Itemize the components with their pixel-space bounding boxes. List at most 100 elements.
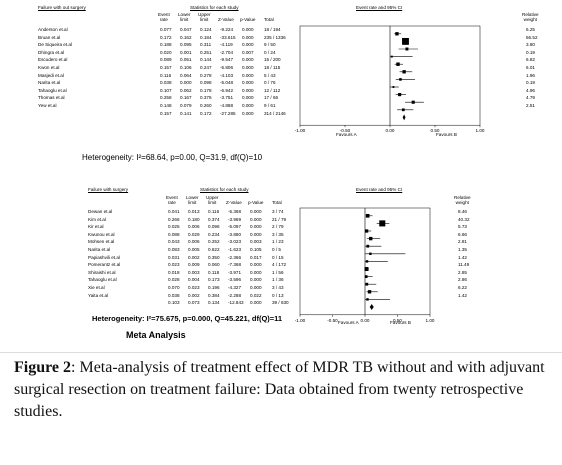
- pooled-lower: 0.141: [180, 110, 192, 116]
- study-p: 0.000: [242, 95, 254, 101]
- study-z: -3.751: [220, 95, 234, 101]
- study-total: 1 / 36: [272, 277, 284, 283]
- study-weight: 5.73: [458, 224, 467, 230]
- study-name: Yaita et.al: [88, 292, 109, 298]
- study-event: 0.116: [160, 72, 172, 78]
- study-lower: 0.079: [180, 103, 192, 108]
- study-lower: 0.029: [188, 231, 200, 237]
- study-event: 0.028: [168, 277, 180, 283]
- study-total: 18 / 115: [264, 65, 281, 70]
- point-estimate: [369, 236, 373, 241]
- study-upper: 0.384: [208, 292, 220, 298]
- point-estimate: [392, 86, 395, 88]
- study-total: 18 / 194: [264, 27, 281, 32]
- study-weight: 2.51: [526, 103, 535, 108]
- study-event: 0.188: [160, 42, 172, 48]
- study-row: De Siqueira et.al 0.188 0.095 0.311 -4.119 0.…: [0, 43, 560, 51]
- study-upper: 0.124: [200, 27, 212, 32]
- study-z: -5.048: [220, 80, 234, 86]
- col-event-header: Event rate: [158, 12, 170, 22]
- heterogeneity-2: Heterogeneity: I²=75.675, p=0.000, Q=45.…: [92, 314, 283, 323]
- study-p: 0.000: [242, 27, 254, 32]
- study-p: 0.000: [250, 269, 262, 275]
- study-upper: 0.098: [200, 80, 212, 86]
- study-upper: 0.060: [208, 262, 220, 268]
- col-z-header: Z-Value: [218, 17, 234, 22]
- study-name: Tahaoglu et.al: [38, 87, 67, 93]
- stats-header: Statistics for each study: [190, 5, 239, 10]
- forest-plot-1-graph: -1.00 -0.50 0.00 0.50 1.00: [295, 25, 485, 133]
- study-weight: 4.79: [526, 95, 535, 101]
- study-z: -3.880: [228, 231, 242, 237]
- study-name: Kwon et.al: [38, 65, 60, 70]
- study-lower: 0.106: [180, 65, 192, 70]
- study-event: 0.038: [160, 80, 172, 86]
- study-row: Kim et.al 0.266 0.180 0.374 -3.969 0.000 21 / …: [0, 216, 560, 226]
- point-estimate: [402, 37, 409, 45]
- study-event: 0.031: [168, 254, 180, 260]
- study-z: -2.288: [228, 292, 242, 298]
- study-name: Dhingra et.al: [38, 49, 65, 55]
- study-upper: 0.096: [208, 224, 220, 230]
- point-estimate: [379, 220, 386, 227]
- pooled-total: 39 / 630: [272, 300, 289, 306]
- subgroup-header: Failure with surgery: [88, 187, 129, 192]
- study-upper: 0.178: [200, 87, 212, 93]
- axis-tick-label: -0.50: [327, 318, 338, 323]
- study-lower: 0.167: [180, 95, 192, 101]
- point-estimate: [390, 55, 393, 58]
- study-lower: 0.162: [180, 34, 192, 40]
- study-name: Kir et.al: [88, 224, 104, 230]
- favours-a-label: Favours A: [336, 132, 357, 137]
- study-rows: Anderson et.al 0.077 0.047 0.124 -9.224 0.000…: [0, 27, 560, 128]
- study-p: 0.007: [242, 49, 254, 55]
- study-total: 235 / 1336: [264, 34, 286, 40]
- axis-tick-label: -1.00: [295, 318, 306, 323]
- study-event: 0.018: [168, 269, 180, 275]
- study-row: Xie et.al 0.070 0.023 0.196 -4.327 0.000 3 / 4…: [0, 285, 560, 294]
- study-p: 0.000: [250, 231, 262, 237]
- study-event: 0.148: [160, 103, 172, 108]
- col-lower-line2: limit: [188, 199, 197, 205]
- study-total: 15 / 200: [264, 57, 281, 63]
- study-z: -2.704: [220, 49, 234, 55]
- study-weight: 2.81: [458, 239, 467, 245]
- study-total: 9 / 61: [264, 103, 276, 108]
- study-lower: 0.003: [188, 269, 200, 275]
- study-name: Narita et.al: [88, 247, 111, 252]
- col-weight-header: Relative weight: [454, 195, 471, 205]
- study-row: Tahaoglu et.al 0.028 0.004 0.173 -3.596 0.000…: [0, 278, 560, 286]
- study-p: 0.000: [242, 103, 254, 108]
- study-event: 0.107: [160, 87, 172, 93]
- study-lower: 0.047: [180, 27, 192, 32]
- study-p: 0.000: [242, 42, 254, 48]
- study-row: Yew et.al 0.148 0.079 0.260 -4.888 0.000 9 / 6…: [0, 103, 560, 112]
- study-lower: 0.180: [188, 216, 200, 222]
- study-weight: 3.80: [526, 42, 535, 48]
- study-weight: 2.85: [458, 269, 467, 275]
- study-lower: 0.095: [180, 42, 192, 48]
- ci-header: Event rate and 95% CI: [356, 187, 403, 192]
- study-event: 0.077: [160, 27, 172, 32]
- study-upper: 0.252: [208, 239, 220, 245]
- study-total: 4 / 172: [272, 262, 287, 268]
- point-estimate: [399, 78, 402, 81]
- study-p: 0.000: [250, 224, 262, 230]
- col-event-line1: Event: [166, 195, 178, 200]
- study-p: 0.017: [250, 254, 262, 260]
- study-name: De Siqueira et.al: [38, 42, 72, 48]
- col-p-header: p-Value: [240, 17, 256, 22]
- axis-tick-label: 1.00: [426, 318, 435, 323]
- col-event-line2: rate: [159, 16, 168, 22]
- study-p: 0.000: [242, 34, 254, 40]
- study-event: 0.172: [160, 34, 172, 40]
- point-estimate: [411, 100, 415, 104]
- study-p: 0.003: [250, 239, 262, 245]
- axis-tick-label: 0.50: [431, 128, 440, 133]
- forest-plot-2-graph: -1.00 -0.50 0.00 0.50 1.00: [295, 207, 435, 323]
- study-z: -4.103: [220, 72, 234, 78]
- study-upper: 0.260: [200, 103, 212, 108]
- study-total: 1 / 23: [272, 239, 284, 245]
- study-weight: 2.86: [458, 277, 467, 283]
- study-z: -5.368: [228, 209, 242, 214]
